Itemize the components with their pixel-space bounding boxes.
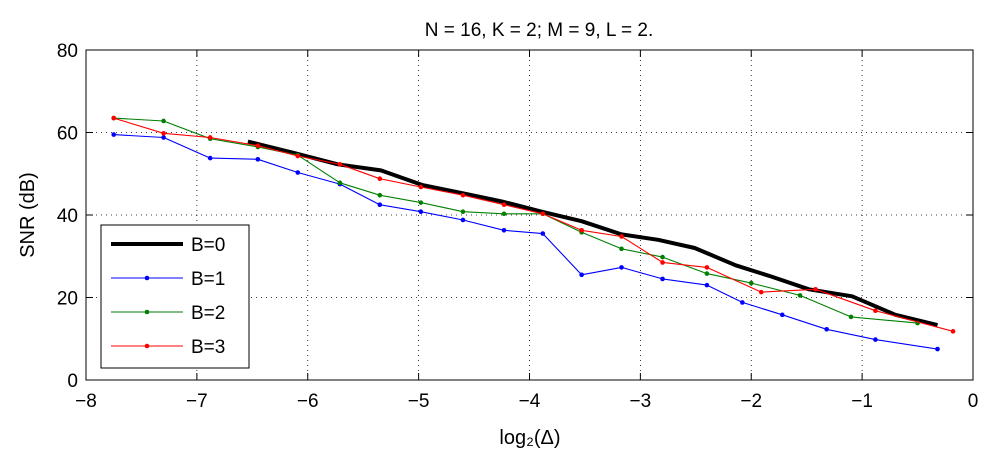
data-point xyxy=(619,234,624,239)
data-point xyxy=(540,211,546,217)
legend-item: B=3 xyxy=(111,337,225,358)
series-b-3 xyxy=(111,115,956,334)
x-tick-label: −6 xyxy=(297,391,319,412)
data-point xyxy=(950,329,956,334)
data-point xyxy=(377,176,383,181)
data-point xyxy=(660,254,665,260)
legend-label: B=0 xyxy=(191,235,225,256)
data-point xyxy=(813,286,818,292)
legend-item: B=2 xyxy=(111,303,225,324)
x-tick-label: −2 xyxy=(740,391,762,412)
legend: B=0 B=1 B=2 B=3 xyxy=(100,224,250,369)
legend-box xyxy=(100,224,250,369)
data-point xyxy=(740,300,745,305)
data-point xyxy=(161,118,166,124)
data-point xyxy=(540,231,546,236)
y-tick-label: 0 xyxy=(67,371,78,392)
data-point xyxy=(337,180,343,186)
x-tick-label: −7 xyxy=(186,391,208,412)
data-point xyxy=(111,115,117,121)
data-point xyxy=(704,271,710,276)
data-point xyxy=(748,280,754,286)
data-point xyxy=(418,200,424,205)
legend-marker xyxy=(144,309,150,315)
legend-item: B=0 xyxy=(111,235,225,256)
x-tick-label: −1 xyxy=(851,391,873,412)
data-point xyxy=(579,272,584,278)
data-point xyxy=(873,308,878,314)
data-point xyxy=(460,192,466,198)
data-point xyxy=(501,202,507,207)
data-point xyxy=(255,157,261,162)
legend-label: B=3 xyxy=(191,337,225,358)
data-point xyxy=(660,260,665,265)
data-point xyxy=(779,312,785,318)
y-tick-labels: 0 20 40 60 80 xyxy=(57,41,78,392)
x-tick-label: −8 xyxy=(75,391,97,412)
data-point xyxy=(377,192,383,198)
data-point xyxy=(295,153,301,159)
legend-item: B=1 xyxy=(111,269,225,290)
data-point xyxy=(418,184,424,190)
data-point xyxy=(619,265,624,270)
data-point xyxy=(255,143,261,148)
x-tick-label: 0 xyxy=(968,391,979,412)
legend-marker xyxy=(144,343,150,349)
data-point xyxy=(207,155,213,161)
data-point xyxy=(377,202,383,207)
data-point xyxy=(460,209,466,214)
data-point xyxy=(161,135,166,140)
chart-title: N = 16, K = 2; M = 9, L = 2. xyxy=(425,20,653,41)
data-point xyxy=(873,337,878,342)
data-point xyxy=(935,346,940,352)
data-point xyxy=(797,293,803,298)
legend-label: B=1 xyxy=(191,269,225,290)
data-point xyxy=(501,227,507,233)
y-tick-label: 40 xyxy=(57,206,78,227)
x-tick-label: −5 xyxy=(408,391,430,412)
data-point xyxy=(848,314,854,320)
grid xyxy=(86,50,973,380)
data-point xyxy=(758,289,764,295)
legend-marker xyxy=(144,275,150,281)
data-point xyxy=(501,211,507,217)
data-point xyxy=(111,132,117,137)
data-point xyxy=(207,135,213,140)
data-point xyxy=(337,161,343,167)
axis-ticks xyxy=(85,49,974,381)
data-point xyxy=(295,170,301,175)
series xyxy=(111,115,956,352)
data-point xyxy=(579,227,584,233)
y-tick-label: 80 xyxy=(57,41,78,62)
y-tick-label: 60 xyxy=(57,124,78,145)
data-point xyxy=(824,326,829,332)
data-point xyxy=(460,217,466,223)
x-tick-label: −3 xyxy=(630,391,652,412)
legend-label: B=2 xyxy=(191,303,225,324)
x-axis-label: log₂(Δ) xyxy=(499,427,560,449)
data-point xyxy=(418,209,424,214)
data-point xyxy=(161,131,166,136)
data-point xyxy=(704,265,710,270)
x-tick-label: −4 xyxy=(519,391,541,412)
data-point xyxy=(619,246,624,252)
series-line xyxy=(113,134,938,350)
data-point xyxy=(704,282,710,288)
x-tick-labels: −8 −7 −6 −5 −4 −3 −2 −1 0 xyxy=(75,391,978,412)
y-tick-label: 20 xyxy=(57,289,78,310)
y-axis-label: SNR (dB) xyxy=(17,172,39,258)
data-point xyxy=(660,276,665,282)
